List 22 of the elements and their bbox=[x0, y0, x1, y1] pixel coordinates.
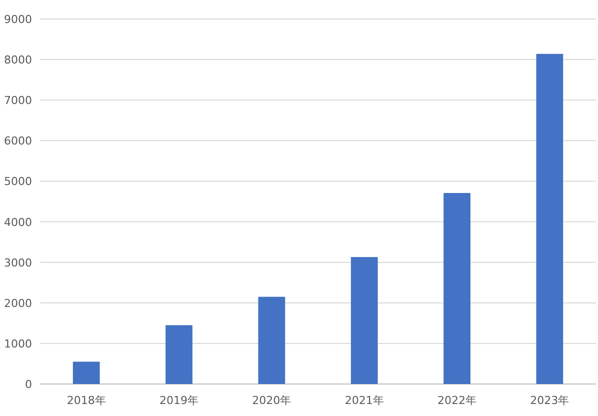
bar bbox=[350, 257, 378, 384]
y-tick-label: 1000 bbox=[4, 337, 32, 350]
y-tick-label: 3000 bbox=[4, 256, 32, 270]
x-tick-label: 2021年 bbox=[344, 394, 384, 407]
bar bbox=[258, 296, 286, 384]
bar bbox=[166, 325, 192, 384]
y-tick-label: 2000 bbox=[4, 296, 32, 310]
y-tick-label: 6000 bbox=[4, 134, 32, 148]
bar bbox=[72, 362, 100, 384]
bar bbox=[444, 192, 470, 384]
y-tick-label: 4000 bbox=[4, 216, 32, 229]
x-tick-label: 2020年 bbox=[252, 394, 292, 407]
x-tick-label: 2019年 bbox=[160, 394, 198, 407]
x-tick-label: 2022年 bbox=[438, 394, 476, 407]
x-tick-label: 2023年 bbox=[530, 394, 570, 407]
y-tick-label: 8000 bbox=[4, 54, 32, 67]
x-tick-label: 2018年 bbox=[66, 394, 106, 407]
y-tick-label: 5000 bbox=[4, 175, 32, 188]
y-tick-label: 9000 bbox=[4, 13, 32, 26]
y-tick-label: 7000 bbox=[4, 94, 32, 108]
y-tick-label: 0 bbox=[25, 378, 32, 391]
bar bbox=[536, 54, 564, 384]
